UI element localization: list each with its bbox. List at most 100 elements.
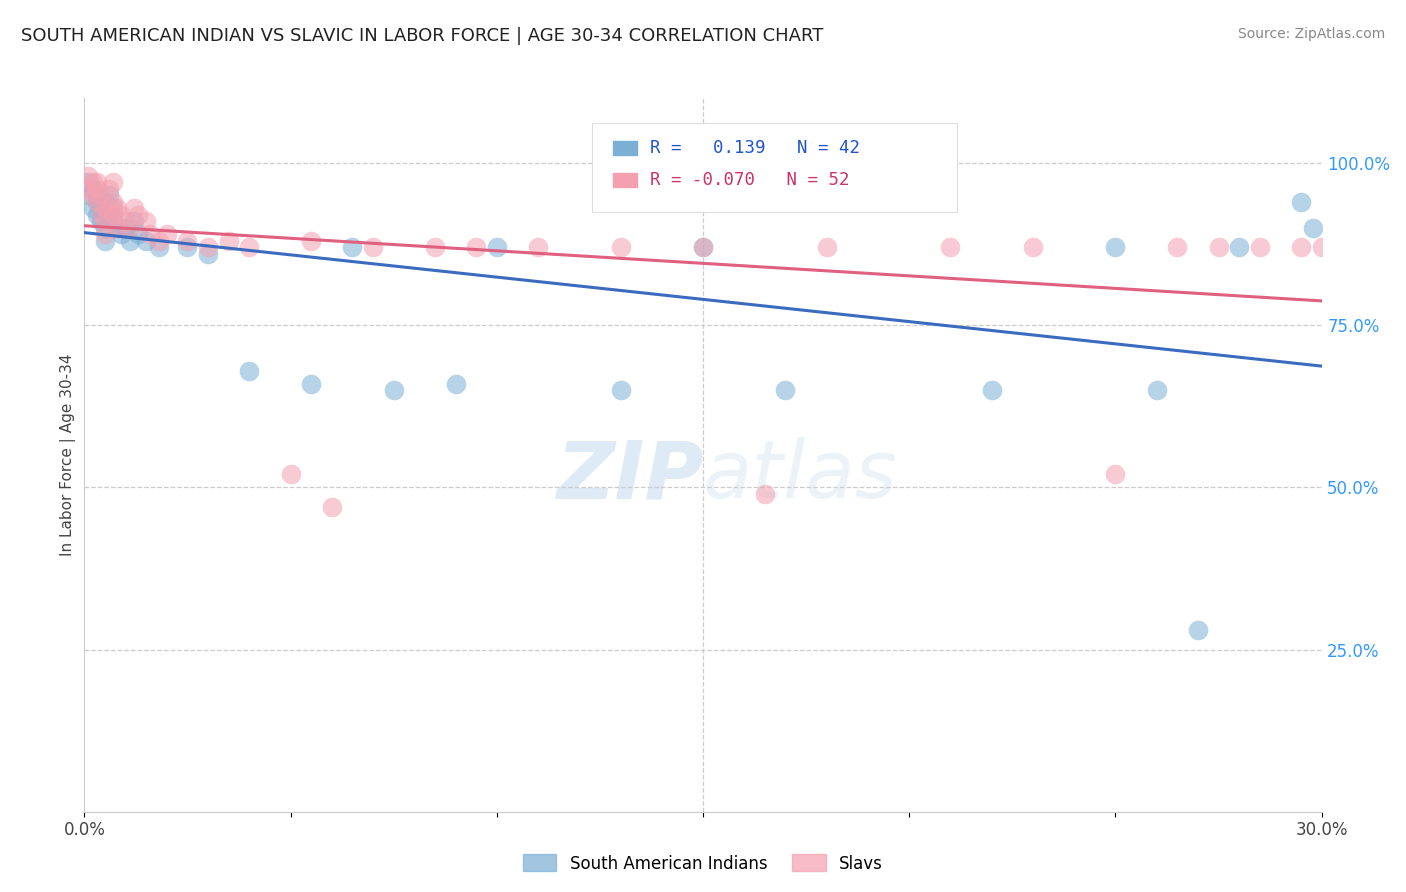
Point: [82, 202, 104, 216]
Point: [1227, 240, 1250, 254]
Point: [94, 202, 117, 216]
Point: [82, 182, 104, 196]
Point: [176, 240, 198, 254]
Point: [103, 176, 125, 190]
Point: [692, 240, 714, 254]
Point: [939, 240, 962, 254]
Point: [1187, 623, 1209, 637]
Point: [127, 227, 149, 242]
Point: [110, 208, 132, 222]
Text: R = -0.070   N = 52: R = -0.070 N = 52: [650, 171, 849, 189]
Point: [86, 188, 108, 202]
Point: [754, 487, 776, 501]
Point: [1146, 383, 1168, 397]
Point: [423, 240, 446, 254]
Point: [148, 234, 170, 248]
Point: [94, 220, 117, 235]
Point: [82, 188, 104, 202]
Point: [103, 202, 125, 216]
Point: [444, 376, 467, 391]
Point: [218, 234, 240, 248]
Point: [90, 214, 112, 228]
Point: [238, 240, 260, 254]
Point: [280, 467, 302, 482]
Point: [527, 240, 550, 254]
Point: [1310, 240, 1333, 254]
Point: [122, 202, 145, 216]
Point: [105, 220, 128, 235]
Point: [105, 202, 128, 216]
FancyBboxPatch shape: [613, 141, 637, 155]
Point: [1166, 240, 1188, 254]
Point: [118, 220, 141, 235]
Point: [1331, 240, 1354, 254]
Y-axis label: In Labor Force | Age 30-34: In Labor Force | Age 30-34: [60, 353, 76, 557]
Point: [135, 234, 157, 248]
Point: [238, 363, 260, 377]
Point: [135, 214, 157, 228]
Point: [86, 194, 108, 209]
FancyBboxPatch shape: [592, 123, 956, 212]
Point: [86, 176, 108, 190]
Point: [77, 176, 100, 190]
Text: ZIP: ZIP: [555, 437, 703, 516]
Point: [98, 188, 121, 202]
Point: [299, 376, 322, 391]
FancyBboxPatch shape: [613, 173, 637, 187]
Point: [86, 182, 108, 196]
Point: [465, 240, 488, 254]
Point: [299, 234, 322, 248]
Point: [382, 383, 405, 397]
Point: [176, 234, 198, 248]
Point: [86, 208, 108, 222]
Point: [90, 188, 112, 202]
Point: [98, 202, 121, 216]
Point: [197, 247, 219, 261]
Point: [775, 383, 797, 397]
Point: [98, 182, 121, 196]
Point: [1289, 240, 1312, 254]
Point: [609, 240, 631, 254]
Point: [342, 240, 364, 254]
Point: [197, 240, 219, 254]
Point: [103, 208, 125, 222]
Point: [980, 383, 1002, 397]
Point: [94, 227, 117, 242]
Point: [105, 220, 128, 235]
Point: [98, 208, 121, 222]
Point: [110, 227, 132, 242]
Point: [485, 240, 508, 254]
Point: [1022, 240, 1045, 254]
Point: [1104, 467, 1126, 482]
Text: atlas: atlas: [703, 437, 898, 516]
Point: [103, 214, 125, 228]
Point: [692, 240, 714, 254]
Point: [94, 214, 117, 228]
Point: [94, 194, 117, 209]
Text: R =   0.139   N = 42: R = 0.139 N = 42: [650, 139, 860, 157]
Point: [1208, 240, 1230, 254]
Point: [77, 188, 100, 202]
Point: [114, 214, 136, 228]
Point: [361, 240, 384, 254]
Point: [82, 176, 104, 190]
Text: SOUTH AMERICAN INDIAN VS SLAVIC IN LABOR FORCE | AGE 30-34 CORRELATION CHART: SOUTH AMERICAN INDIAN VS SLAVIC IN LABOR…: [21, 27, 824, 45]
Text: Source: ZipAtlas.com: Source: ZipAtlas.com: [1237, 27, 1385, 41]
Point: [1302, 220, 1324, 235]
Point: [1289, 194, 1312, 209]
Point: [122, 214, 145, 228]
Point: [139, 227, 162, 242]
Point: [77, 182, 100, 196]
Point: [86, 194, 108, 209]
Point: [127, 208, 149, 222]
Point: [94, 234, 117, 248]
Point: [90, 208, 112, 222]
Point: [90, 202, 112, 216]
Point: [1104, 240, 1126, 254]
Point: [815, 240, 838, 254]
Point: [321, 500, 343, 514]
Point: [148, 240, 170, 254]
Point: [156, 227, 179, 242]
Point: [77, 169, 100, 183]
Point: [118, 234, 141, 248]
